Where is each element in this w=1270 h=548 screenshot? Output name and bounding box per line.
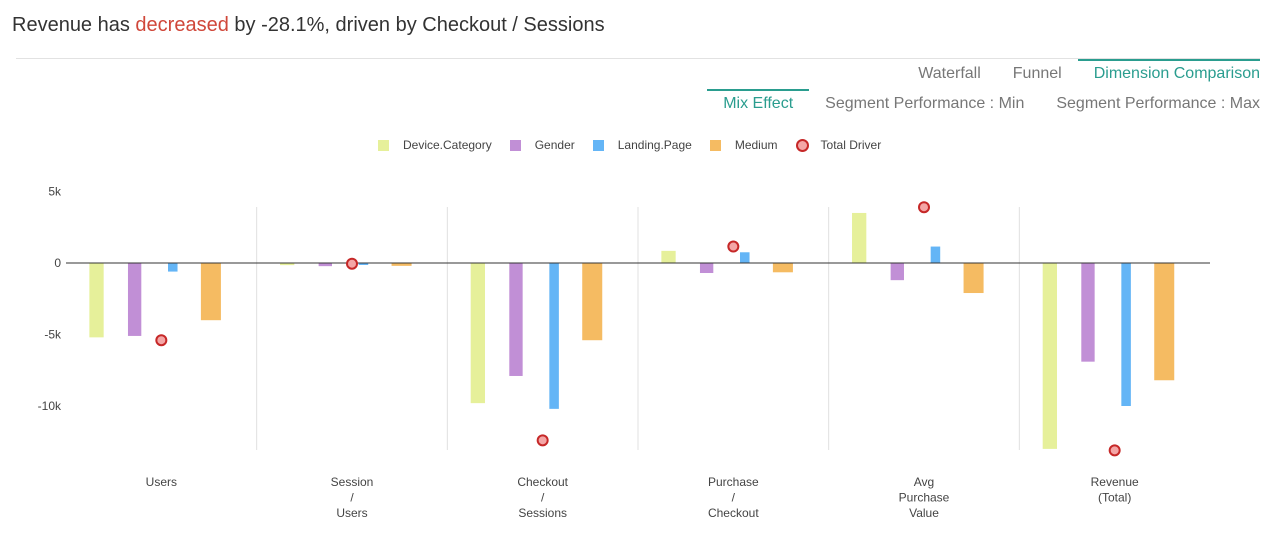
bar-gender [1081,263,1095,362]
total-driver-marker [536,434,549,447]
bar-medium [772,263,793,273]
legend-swatch-medium [709,139,721,151]
tab-funnel[interactable]: Funnel [1012,65,1062,82]
bar-landing-page [168,263,178,272]
title-suffix: by -28.1%, driven by Checkout / Sessions [228,14,605,36]
bar-device-category [470,263,485,404]
bar-device-category [280,263,295,266]
x-category-label: Avg [914,475,934,489]
legend-label-total-driver: Total Driver [820,138,882,152]
bar-landing-page [1121,263,1131,406]
x-category-label: Checkout [708,506,759,520]
tab-mix-effect[interactable]: Mix Effect [707,89,810,119]
header-divider [16,58,1260,59]
legend-label-device-category: Device.Category [403,138,492,152]
bar-gender [509,263,523,376]
title-keyword: decreased [135,14,229,36]
bar-landing-page [549,263,559,409]
page-title: Revenue has decreased by -28.1%, driven … [12,14,605,37]
x-category-label: Checkout [517,475,568,489]
legend-item-medium[interactable]: Medium [709,138,778,152]
legend-item-total-driver[interactable]: Total Driver [795,138,882,152]
legend-item-landing-page[interactable]: Landing.Page [592,138,692,152]
chart-legend: Device.Category Gender Landing.Page Medi… [378,138,899,152]
bar-gender [699,263,714,274]
y-tick-label: 0 [54,256,61,270]
bar-gender [127,263,142,336]
x-category-label: Users [146,475,177,489]
x-category-label: Value [909,506,939,520]
total-driver-marker [1108,444,1121,457]
x-category-label: / [350,491,354,505]
bar-medium [391,263,412,266]
x-category-label: / [541,491,545,505]
primary-tabs: Waterfall Funnel Dimension Comparison [902,59,1260,89]
x-category-label: Users [336,506,367,520]
tab-segment-performance-min[interactable]: Segment Performance : Min [825,95,1025,112]
bar-landing-page [358,263,369,265]
total-driver-marker [918,201,930,214]
legend-swatch-device-category [378,139,389,151]
secondary-tabs: Mix Effect Segment Performance : Min Seg… [707,89,1260,119]
bar-medium [582,263,603,341]
bar-device-category [661,250,676,263]
total-driver-marker [155,334,168,347]
bar-device-category [89,263,104,338]
legend-swatch-landing-page [592,139,604,151]
x-category-label: Revenue [1091,475,1139,489]
y-tick-label: -10k [38,399,62,413]
x-category-label: Purchase [708,475,759,489]
bar-landing-page [740,252,750,263]
legend-label-medium: Medium [734,138,778,152]
total-driver-marker [727,240,740,253]
y-tick-label: -5k [44,328,62,342]
legend-swatch-gender [509,139,521,151]
total-driver-marker [346,257,358,270]
y-tick-label: 5k [48,185,62,199]
tab-waterfall[interactable]: Waterfall [918,65,981,82]
bar-gender [318,263,332,267]
legend-label-landing-page: Landing.Page [617,138,692,152]
bar-medium [1154,263,1175,381]
x-category-label: Session [331,475,374,489]
legend-item-device-category[interactable]: Device.Category [378,138,492,152]
bar-device-category [852,212,867,263]
title-prefix: Revenue has [12,14,136,36]
x-category-label: (Total) [1098,491,1131,505]
tab-segment-performance-max[interactable]: Segment Performance : Max [1056,95,1260,112]
bar-medium [963,263,984,294]
legend-item-gender[interactable]: Gender [509,138,575,152]
bar-device-category [1042,263,1057,449]
bar-landing-page [930,246,941,263]
bar-gender [890,263,904,281]
legend-swatch-total-driver [795,138,809,152]
x-category-label: / [732,491,736,505]
legend-label-gender: Gender [534,138,575,152]
x-category-label: Sessions [518,506,567,520]
bar-medium [200,263,221,321]
tab-dimension-comparison[interactable]: Dimension Comparison [1077,59,1260,89]
x-category-label: Purchase [899,491,950,505]
